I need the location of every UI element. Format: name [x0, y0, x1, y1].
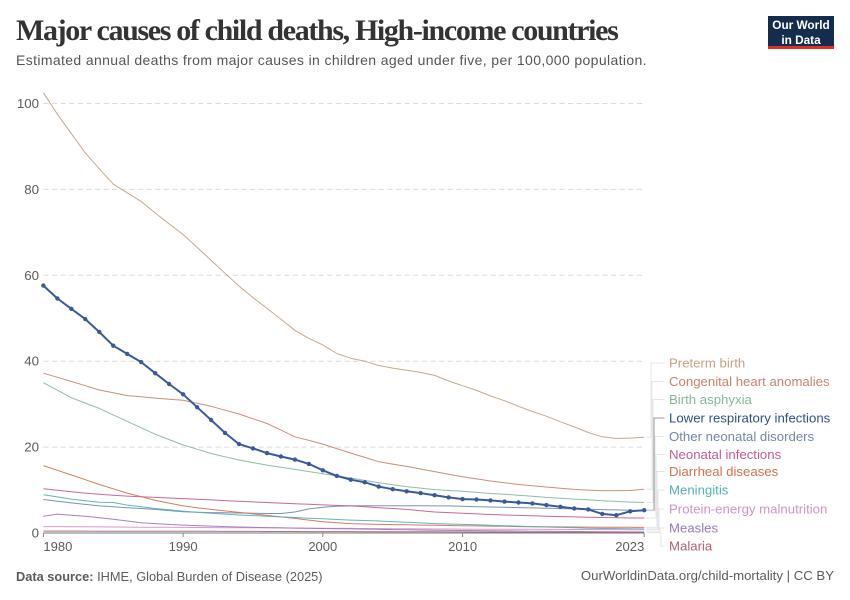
svg-text:Protein-energy malnutrition: Protein-energy malnutrition [669, 502, 827, 517]
svg-text:2023: 2023 [615, 539, 644, 554]
svg-text:Diarrheal diseases: Diarrheal diseases [669, 464, 779, 479]
svg-text:Congenital heart anomalies: Congenital heart anomalies [669, 374, 830, 389]
svg-text:Malaria: Malaria [669, 539, 713, 554]
svg-text:60: 60 [24, 268, 39, 283]
svg-text:2000: 2000 [308, 539, 337, 554]
svg-text:1980: 1980 [43, 539, 72, 554]
svg-text:40: 40 [24, 354, 39, 369]
svg-text:100: 100 [17, 96, 39, 111]
svg-text:20: 20 [24, 440, 39, 455]
svg-text:Measles: Measles [669, 521, 719, 536]
svg-text:80: 80 [24, 182, 39, 197]
svg-text:1990: 1990 [169, 539, 198, 554]
svg-text:Lower respiratory infections: Lower respiratory infections [669, 411, 831, 426]
svg-text:Other neonatal disorders: Other neonatal disorders [669, 429, 815, 444]
svg-text:2010: 2010 [448, 539, 477, 554]
svg-text:Meningitis: Meningitis [669, 483, 729, 498]
svg-text:0: 0 [32, 526, 39, 541]
svg-text:Birth asphyxia: Birth asphyxia [669, 392, 752, 407]
svg-text:Preterm birth: Preterm birth [669, 356, 745, 371]
svg-text:Neonatal infections: Neonatal infections [669, 447, 782, 462]
